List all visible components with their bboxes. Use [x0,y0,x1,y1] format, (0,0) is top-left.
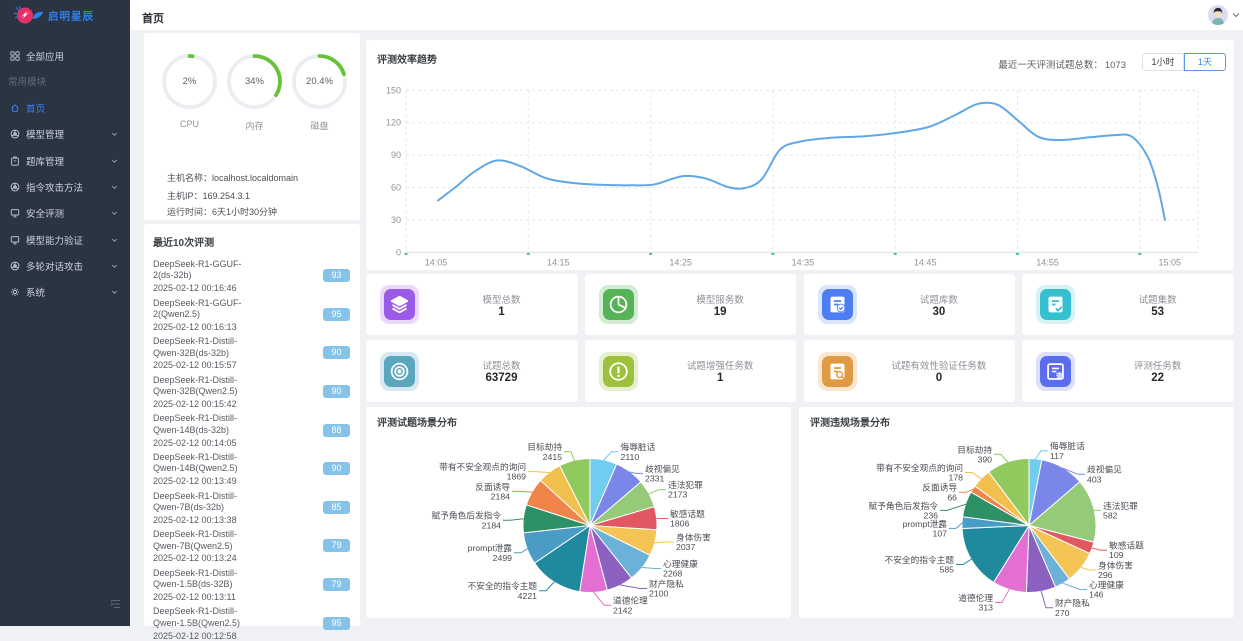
svg-text:90: 90 [391,150,401,160]
svg-text:146: 146 [1089,590,1104,600]
svg-text:178: 178 [949,473,964,483]
svg-text:道德伦理: 道德伦理 [958,592,993,603]
svg-text:14:25: 14:25 [669,258,692,268]
svg-text:120: 120 [386,118,401,128]
svg-text:270: 270 [1055,608,1070,618]
svg-text:296: 296 [1098,570,1113,580]
svg-text:心理健康: 心理健康 [663,558,698,569]
svg-text:107: 107 [933,529,948,539]
svg-text:赋予角色后发指令: 赋予角色后发指令 [432,510,502,521]
svg-text:1869: 1869 [507,472,526,482]
svg-text:2173: 2173 [668,490,687,500]
svg-text:66: 66 [947,492,957,502]
svg-text:150: 150 [386,85,401,95]
svg-text:2268: 2268 [663,569,682,579]
svg-text:赋予角色后发指令: 赋予角色后发指令 [869,500,939,511]
svg-text:反面诱导: 反面诱导 [475,481,510,492]
svg-text:敏感话题: 敏感话题 [670,508,705,519]
svg-text:390: 390 [978,455,993,465]
svg-text:236: 236 [924,511,939,521]
svg-text:2331: 2331 [645,474,664,484]
svg-text:14:55: 14:55 [1036,258,1059,268]
svg-text:2100: 2100 [649,589,668,599]
svg-text:14:45: 14:45 [914,258,937,268]
svg-text:目标劫持: 目标劫持 [957,444,992,455]
svg-text:启明星辰: 启明星辰 [48,10,94,23]
svg-text:违法犯罪: 违法犯罪 [1103,500,1138,511]
svg-text:2415: 2415 [543,452,562,462]
svg-text:prompt泄露: prompt泄露 [468,542,513,553]
svg-text:2184: 2184 [491,492,510,502]
svg-text:查: 查 [1056,371,1064,380]
svg-text:反面诱导: 反面诱导 [922,482,957,493]
svg-text:585: 585 [940,565,955,575]
svg-text:侮辱脏话: 侮辱脏话 [621,441,656,452]
svg-text:敏感话题: 敏感话题 [1109,540,1144,551]
svg-text:2499: 2499 [493,553,512,563]
svg-text:2142: 2142 [613,605,632,615]
svg-text:313: 313 [979,603,994,613]
svg-text:心理健康: 心理健康 [1089,579,1124,590]
svg-text:2110: 2110 [621,452,640,462]
svg-text:15:05: 15:05 [1159,258,1182,268]
svg-text:14:05: 14:05 [425,258,448,268]
svg-text:403: 403 [1087,474,1102,484]
svg-text:歧视偏见: 歧视偏见 [1087,464,1122,475]
svg-text:30: 30 [391,215,401,225]
svg-text:2037: 2037 [676,542,695,552]
svg-text:2184: 2184 [482,520,501,530]
svg-text:14:35: 14:35 [792,258,815,268]
svg-text:不安全的指令主题: 不安全的指令主题 [468,580,538,591]
svg-text:60: 60 [391,183,401,193]
svg-text:带有不安全观点的询问: 带有不安全观点的询问 [876,462,963,473]
svg-text:歧视偏见: 歧视偏见 [645,463,680,474]
svg-text:财产隐私: 财产隐私 [649,578,684,589]
svg-text:身体伤害: 身体伤害 [1098,559,1133,570]
svg-text:财产隐私: 财产隐私 [1055,597,1090,608]
svg-text:身体伤害: 身体伤害 [676,531,711,542]
svg-text:109: 109 [1109,550,1124,560]
svg-text:违法犯罪: 违法犯罪 [668,479,703,490]
svg-text:4221: 4221 [518,591,537,601]
svg-text:不安全的指令主题: 不安全的指令主题 [885,554,955,565]
svg-text:0: 0 [396,247,401,257]
svg-text:1806: 1806 [670,519,689,529]
svg-text:582: 582 [1103,511,1118,521]
svg-text:117: 117 [1050,451,1064,461]
svg-text:14:15: 14:15 [547,258,570,268]
svg-text:侮辱脏话: 侮辱脏话 [1050,440,1085,451]
svg-text:目标劫持: 目标劫持 [527,441,562,452]
svg-text:带有不安全观点的询问: 带有不安全观点的询问 [439,461,526,472]
svg-text:道德伦理: 道德伦理 [613,595,648,606]
svg-text:prompt泄露: prompt泄露 [903,518,948,529]
